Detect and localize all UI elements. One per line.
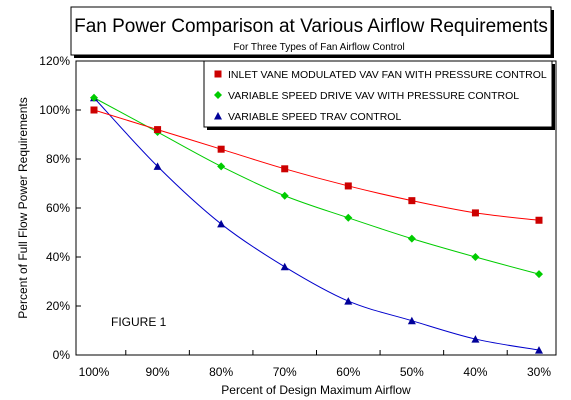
- x-tick-label: 70%: [273, 365, 297, 379]
- y-tick-label: 60%: [46, 201, 70, 215]
- data-point-diamond: [535, 270, 543, 279]
- series-line-square: [93, 109, 540, 221]
- series-line-diamond: [93, 97, 540, 275]
- y-tick-label: 80%: [46, 152, 70, 166]
- data-point-square: [408, 197, 416, 205]
- data-point-triangle: [471, 335, 480, 343]
- legend-marker-diamond: [214, 91, 222, 99]
- chart-title: Fan Power Comparison at Various Airflow …: [74, 16, 548, 37]
- y-axis-label: Percent of Full Flow Power Requirements: [16, 97, 30, 318]
- y-tick-label: 40%: [46, 250, 70, 264]
- data-point-square: [471, 209, 479, 217]
- x-tick-label: 60%: [336, 365, 360, 379]
- data-point-triangle: [407, 316, 416, 325]
- data-point-diamond: [90, 93, 98, 102]
- data-point-diamond: [344, 213, 353, 222]
- legend-marker-triangle: [214, 112, 222, 120]
- data-point-triangle: [280, 262, 289, 271]
- data-point-triangle: [153, 162, 162, 170]
- series-layer: [90, 93, 543, 354]
- data-point-square: [535, 216, 543, 224]
- x-tick-label: 50%: [400, 365, 424, 379]
- x-tick-label: 40%: [463, 365, 487, 379]
- data-point-diamond: [217, 162, 226, 171]
- y-tick-label: 100%: [39, 103, 70, 117]
- x-axis: 100% 90% 80% 70% 60% 50% 40% 30%: [79, 350, 551, 379]
- figure-annotation: FIGURE 1: [111, 315, 167, 329]
- legend-label: VARIABLE SPEED DRIVE VAV WITH PRESSURE C…: [228, 90, 519, 102]
- y-tick-label: 120%: [39, 54, 70, 68]
- data-point-diamond: [280, 191, 289, 200]
- data-point-square: [154, 126, 162, 134]
- legend-label: INLET VANE MODULATED VAV FAN WITH PRESSU…: [228, 69, 547, 81]
- data-point-triangle: [344, 297, 353, 305]
- data-point-square: [90, 106, 98, 114]
- x-tick-label: 80%: [209, 365, 233, 379]
- data-point-diamond: [407, 234, 416, 243]
- legend-label: VARIABLE SPEED TRAV CONTROL: [228, 111, 401, 123]
- data-point-diamond: [471, 253, 480, 261]
- y-tick-label: 20%: [46, 299, 70, 313]
- data-point-square: [344, 182, 352, 190]
- legend: INLET VANE MODULATED VAV FAN WITH PRESSU…: [214, 69, 547, 123]
- legend-box: [203, 60, 553, 128]
- x-tick-label: 100%: [79, 365, 110, 379]
- title-box: [70, 6, 552, 56]
- x-axis-label: Percent of Design Maximum Airflow: [221, 383, 411, 397]
- chart-subtitle: For Three Types of Fan Airflow Control: [233, 42, 404, 53]
- y-axis: 0% 20% 40% 60% 80% 100% 120%: [39, 54, 81, 362]
- data-point-triangle: [535, 346, 543, 354]
- x-tick-label: 90%: [146, 365, 170, 379]
- x-tick-label: 30%: [527, 365, 551, 379]
- data-point-square: [217, 145, 225, 153]
- legend-marker-square: [214, 70, 222, 78]
- y-tick-label: 0%: [53, 348, 71, 362]
- data-point-triangle: [217, 219, 226, 228]
- data-point-square: [281, 165, 289, 173]
- series-line-triangle: [93, 97, 540, 351]
